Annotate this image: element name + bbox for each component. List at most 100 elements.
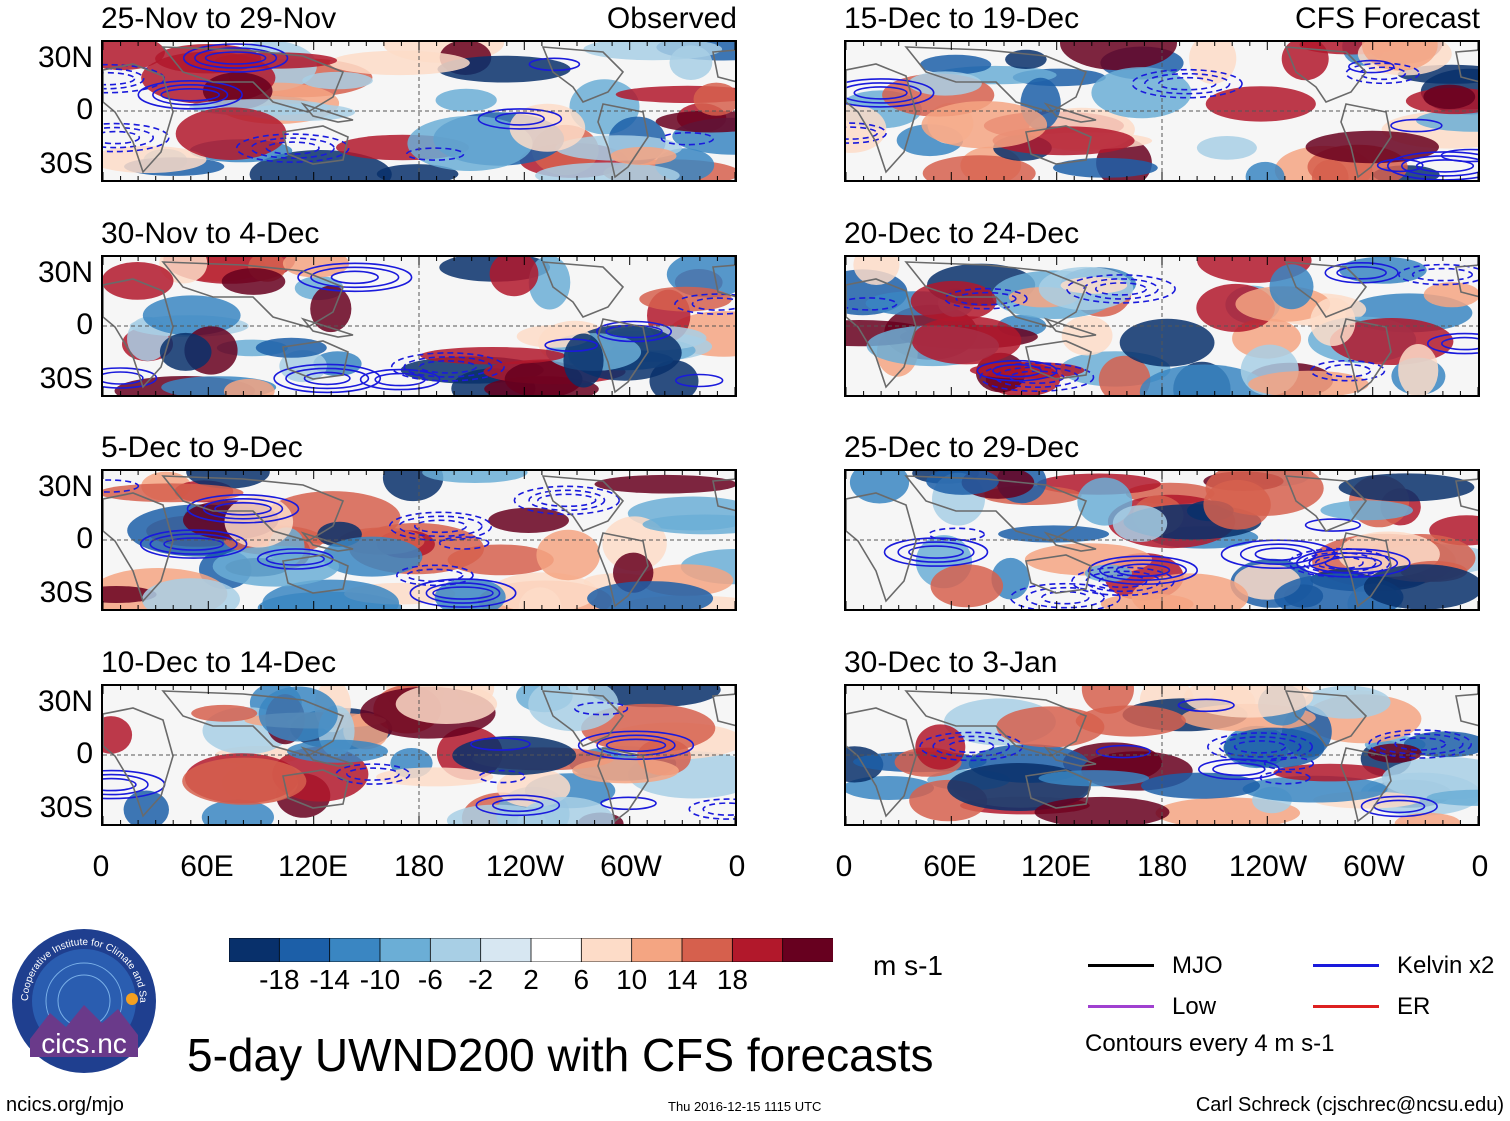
map-field (103, 42, 735, 180)
kelvin-contour (103, 773, 149, 796)
easterly-anomaly (1139, 364, 1270, 395)
x-tick-label: 0 (728, 850, 746, 883)
x-tick-label: 0 (1471, 850, 1489, 883)
kelvin-contour (395, 564, 474, 587)
easterly-anomaly (642, 514, 735, 535)
easterly-anomaly (287, 739, 388, 763)
kelvin-contour (330, 270, 379, 285)
westerly-anomaly (1184, 686, 1314, 718)
map-panel (101, 684, 737, 826)
colorbar-tick-label: 10 (616, 964, 648, 995)
europe-outline (712, 264, 735, 298)
australia-outline (282, 769, 349, 809)
westerly-anomaly (329, 50, 470, 76)
kelvin-contour (1220, 539, 1336, 569)
kelvin-contour (846, 82, 922, 104)
westerly-anomaly (1098, 355, 1151, 395)
kelvin-contour (1009, 582, 1121, 609)
kelvin-contour (605, 738, 667, 753)
x-tick-label: 120W (1228, 850, 1308, 883)
y-tick-label: 0 (76, 93, 93, 126)
westerly-anomaly (191, 704, 258, 722)
y-tick-label: 30N (37, 685, 93, 718)
colorbar-swatch (782, 937, 834, 963)
kelvin-contour (1427, 332, 1478, 355)
kelvin-contour (163, 537, 224, 551)
kelvin-contour (1088, 555, 1199, 585)
easterly-anomaly (1141, 772, 1260, 799)
kelvin-contour (908, 545, 964, 559)
map-field (103, 471, 735, 609)
north-america-outline (1284, 261, 1368, 318)
colorbar-swatches (228, 937, 834, 963)
panel-title: 10-Dec to 14-Dec (101, 646, 337, 679)
kelvin-contour (1302, 551, 1377, 574)
westerly-anomaly (518, 587, 562, 609)
easterly-anomaly (528, 686, 619, 732)
kelvin-contour (1324, 556, 1383, 570)
westerly-anomaly (488, 507, 569, 533)
kelvin-contour (1115, 563, 1171, 577)
easterly-anomaly (382, 471, 444, 502)
x-tick-label: 120E (1020, 850, 1092, 883)
westerly-anomaly (223, 378, 275, 395)
asia-outline (904, 690, 1088, 757)
kelvin-contour (595, 320, 672, 343)
kelvin-contour (1390, 118, 1443, 133)
westerly-anomaly (376, 767, 494, 787)
south-america-outline (1340, 318, 1392, 394)
africa-outline (846, 63, 917, 174)
x-tick-label: 60W (1343, 850, 1405, 883)
easterly-anomaly (407, 116, 533, 171)
x-tick-label: 180 (1136, 850, 1188, 883)
easterly-anomaly (563, 333, 604, 388)
kelvin-contour (477, 108, 563, 130)
westerly-anomaly (447, 544, 554, 576)
westerly-anomaly (103, 483, 244, 503)
kelvin-contour (1025, 586, 1105, 609)
colorbar-tick-label: 2 (523, 964, 539, 995)
footer-author[interactable]: Carl Schreck (cjschrec@ncsu.edu) (1195, 1094, 1504, 1116)
kelvin-contour (250, 137, 335, 159)
kelvin-contour (285, 367, 370, 390)
easterly-anomaly (212, 545, 340, 587)
kelvin-contour (470, 737, 531, 751)
easterly-anomaly (435, 88, 497, 112)
easterly-anomaly (535, 162, 680, 180)
y-tick-label: 0 (76, 522, 93, 555)
easterly-anomaly (1338, 473, 1475, 502)
kelvin-contour (374, 372, 426, 387)
colorbar-swatch (480, 937, 532, 963)
kelvin-contour (1411, 267, 1474, 282)
easterly-anomaly (437, 55, 571, 83)
south-america-outline (1340, 103, 1392, 179)
westerly-anomaly (489, 257, 539, 297)
easterly-anomaly (920, 54, 992, 75)
map-field (103, 257, 735, 395)
footer-url[interactable]: ncics.org/mjo (6, 1094, 124, 1116)
kelvin-contour (149, 533, 238, 555)
map-field (846, 257, 1478, 395)
asia-outline (161, 46, 345, 113)
cics-logo[interactable]: Cooperative Institute for Climate and Sa… (7, 919, 158, 1075)
north-america-outline (541, 475, 625, 532)
colorbar-swatch (631, 937, 683, 963)
kelvin-contour (359, 368, 441, 391)
panel-title: 30-Nov to 4-Dec (101, 217, 320, 250)
colorbar (228, 937, 834, 963)
y-tick-label: 30N (37, 41, 93, 74)
x-tick-label: 120W (485, 850, 565, 883)
kelvin-contour (1415, 159, 1475, 173)
kelvin-contour (160, 87, 220, 102)
legend-swatch-line (1088, 1005, 1154, 1008)
europe-outline (712, 693, 735, 727)
asia-outline (161, 475, 345, 542)
logo-text: cics.nc (41, 1028, 127, 1059)
australia-outline (1025, 554, 1092, 594)
kelvin-contour (1368, 729, 1473, 759)
legend-label: Kelvin x2 (1397, 952, 1495, 979)
footer-timestamp: Thu 2016-12-15 1115 UTC (668, 1099, 822, 1114)
y-tick-label: 0 (76, 737, 93, 770)
westerly-anomaly (930, 564, 1004, 608)
easterly-anomaly (1269, 264, 1314, 310)
